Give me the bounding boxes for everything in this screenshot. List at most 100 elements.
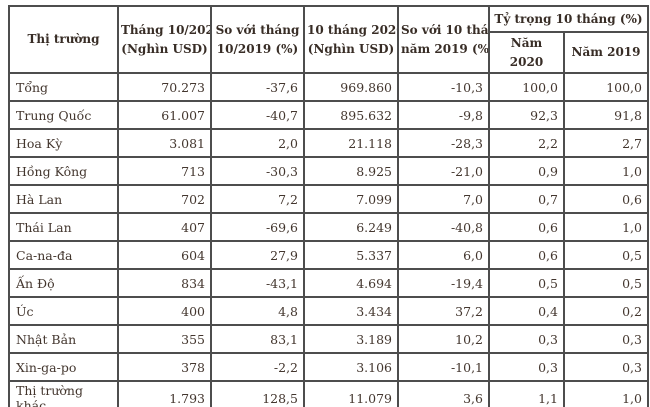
cell-ten-month-value: 3.106 bbox=[303, 352, 399, 383]
table-row: Xin-ga-po 378 -2,2 3.106 -10,1 0,3 0,3 bbox=[8, 352, 649, 383]
table-row: Hà Lan 702 7,2 7.099 7,0 0,7 0,6 bbox=[8, 184, 649, 215]
header-ten-month-vs: So với 10 tháng năm 2019 (%) bbox=[397, 4, 490, 75]
cell-month-vs: -30,3 bbox=[210, 156, 305, 187]
cell-ten-month-value: 895.632 bbox=[303, 100, 399, 131]
cell-month-value: 834 bbox=[117, 268, 212, 299]
header-share-2019: Năm 2019 bbox=[563, 30, 649, 75]
cell-ten-month-value: 5.337 bbox=[303, 240, 399, 271]
cell-ten-month-vs: 37,2 bbox=[397, 296, 490, 327]
cell-market: Thị trường khác bbox=[8, 380, 119, 407]
cell-market: Tổng bbox=[8, 72, 119, 103]
cell-share-2019: 100,0 bbox=[563, 72, 649, 103]
cell-share-2019: 1,0 bbox=[563, 156, 649, 187]
cell-month-vs: 2,0 bbox=[210, 128, 305, 159]
cell-ten-month-vs: -21,0 bbox=[397, 156, 490, 187]
cell-share-2019: 0,5 bbox=[563, 240, 649, 271]
table-row: Hoa Kỳ 3.081 2,0 21.118 -28,3 2,2 2,7 bbox=[8, 128, 649, 159]
header-ten-month-vs-line1: So với 10 tháng bbox=[401, 23, 489, 37]
cell-market: Trung Quốc bbox=[8, 100, 119, 131]
cell-share-2019: 1,0 bbox=[563, 212, 649, 243]
cell-ten-month-vs: 6,0 bbox=[397, 240, 490, 271]
cell-market: Hồng Kông bbox=[8, 156, 119, 187]
cell-share-2020: 2,2 bbox=[488, 128, 565, 159]
cell-month-value: 378 bbox=[117, 352, 212, 383]
cell-month-value: 407 bbox=[117, 212, 212, 243]
header-ten-month-value-line1: 10 tháng 2020 bbox=[307, 23, 398, 37]
cell-month-vs: 83,1 bbox=[210, 324, 305, 355]
cell-share-2019: 0,2 bbox=[563, 296, 649, 327]
cell-month-vs: 4,8 bbox=[210, 296, 305, 327]
cell-ten-month-vs: -28,3 bbox=[397, 128, 490, 159]
cell-share-2019: 0,3 bbox=[563, 324, 649, 355]
header-month-value: Tháng 10/2020 (Nghìn USD) bbox=[117, 4, 212, 75]
cell-share-2020: 0,3 bbox=[488, 352, 565, 383]
table-row: Ca-na-đa 604 27,9 5.337 6,0 0,6 0,5 bbox=[8, 240, 649, 271]
export-markets-table: Thị trường Tháng 10/2020 (Nghìn USD) So … bbox=[8, 4, 649, 407]
cell-share-2020: 0,6 bbox=[488, 212, 565, 243]
table-row: Hồng Kông 713 -30,3 8.925 -21,0 0,9 1,0 bbox=[8, 156, 649, 187]
table-row: Trung Quốc 61.007 -40,7 895.632 -9,8 92,… bbox=[8, 100, 649, 131]
cell-share-2020: 0,5 bbox=[488, 268, 565, 299]
cell-share-2019: 1,0 bbox=[563, 380, 649, 407]
cell-share-2019: 91,8 bbox=[563, 100, 649, 131]
cell-market: Hà Lan bbox=[8, 184, 119, 215]
cell-market: Ca-na-đa bbox=[8, 240, 119, 271]
cell-share-2020: 92,3 bbox=[488, 100, 565, 131]
cell-month-vs: -40,7 bbox=[210, 100, 305, 131]
cell-share-2020: 0,7 bbox=[488, 184, 565, 215]
cell-ten-month-vs: 3,6 bbox=[397, 380, 490, 407]
cell-ten-month-value: 8.925 bbox=[303, 156, 399, 187]
header-row-top: Thị trường Tháng 10/2020 (Nghìn USD) So … bbox=[8, 4, 649, 75]
cell-share-2020: 0,3 bbox=[488, 324, 565, 355]
cell-share-2020: 0,6 bbox=[488, 240, 565, 271]
header-row-sub: Năm 2020 Năm 2019 bbox=[9, 30, 649, 75]
cell-ten-month-vs: 7,0 bbox=[397, 184, 490, 215]
cell-market: Xin-ga-po bbox=[8, 352, 119, 383]
cell-share-2020: 0,9 bbox=[488, 156, 565, 187]
cell-market: Úc bbox=[8, 296, 119, 327]
header-month-vs: So với tháng 10/2019 (%) bbox=[210, 4, 305, 75]
cell-share-2019: 0,6 bbox=[563, 184, 649, 215]
cell-ten-month-value: 7.099 bbox=[303, 184, 399, 215]
cell-month-value: 355 bbox=[117, 324, 212, 355]
cell-month-value: 400 bbox=[117, 296, 212, 327]
cell-market: Ấn Độ bbox=[8, 268, 119, 299]
table-row: Nhật Bản 355 83,1 3.189 10,2 0,3 0,3 bbox=[8, 324, 649, 355]
cell-market: Nhật Bản bbox=[8, 324, 119, 355]
cell-month-vs: -2,2 bbox=[210, 352, 305, 383]
cell-ten-month-value: 6.249 bbox=[303, 212, 399, 243]
cell-month-vs: -37,6 bbox=[210, 72, 305, 103]
cell-ten-month-vs: -19,4 bbox=[397, 268, 490, 299]
cell-share-2019: 0,5 bbox=[563, 268, 649, 299]
cell-share-2019: 0,3 bbox=[563, 352, 649, 383]
header-share-group: Tỷ trọng 10 tháng (%) bbox=[488, 5, 649, 33]
cell-share-2020: 1,1 bbox=[488, 380, 565, 407]
cell-month-value: 713 bbox=[117, 156, 212, 187]
cell-ten-month-value: 969.860 bbox=[303, 72, 399, 103]
cell-month-value: 61.007 bbox=[117, 100, 212, 131]
header-month-value-line2: (Nghìn USD) bbox=[121, 41, 208, 56]
table-row: Thái Lan 407 -69,6 6.249 -40,8 0,6 1,0 bbox=[8, 212, 649, 243]
cell-month-vs: 128,5 bbox=[210, 380, 305, 407]
cell-share-2020: 100,0 bbox=[488, 72, 565, 103]
table-row: Ấn Độ 834 -43,1 4.694 -19,4 0,5 0,5 bbox=[8, 268, 649, 299]
header-market: Thị trường bbox=[8, 4, 119, 75]
cell-ten-month-vs: -9,8 bbox=[397, 100, 490, 131]
cell-ten-month-value: 4.694 bbox=[303, 268, 399, 299]
cell-share-2020: 0,4 bbox=[488, 296, 565, 327]
cell-ten-month-vs: -40,8 bbox=[397, 212, 490, 243]
cell-month-value: 604 bbox=[117, 240, 212, 271]
table-row: Úc 400 4,8 3.434 37,2 0,4 0,2 bbox=[8, 296, 649, 327]
cell-month-vs: -43,1 bbox=[210, 268, 305, 299]
header-month-vs-line1: So với tháng bbox=[215, 23, 300, 37]
cell-ten-month-value: 21.118 bbox=[303, 128, 399, 159]
header-share-2020: Năm 2020 bbox=[488, 30, 565, 75]
cell-month-vs: -69,6 bbox=[210, 212, 305, 243]
cell-month-value: 702 bbox=[117, 184, 212, 215]
cell-month-vs: 7,2 bbox=[210, 184, 305, 215]
cell-market: Hoa Kỳ bbox=[8, 128, 119, 159]
header-ten-month-value: 10 tháng 2020 (Nghìn USD) bbox=[303, 4, 399, 75]
cell-ten-month-vs: 10,2 bbox=[397, 324, 490, 355]
cell-share-2019: 2,7 bbox=[563, 128, 649, 159]
